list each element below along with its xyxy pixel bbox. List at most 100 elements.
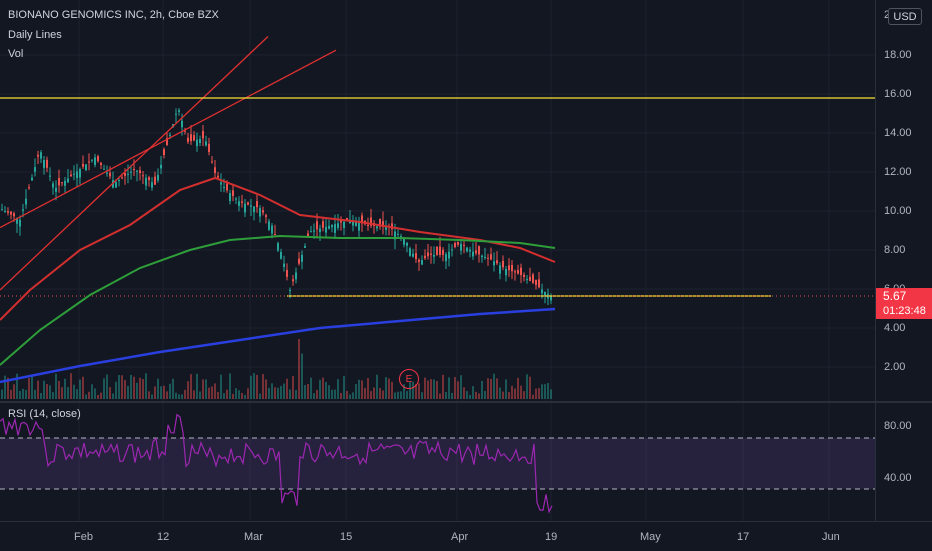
volume-bar [403, 384, 405, 399]
currency-button[interactable]: USD [888, 8, 922, 25]
candle-body [121, 177, 123, 179]
volume-bar [340, 392, 342, 399]
price-axis[interactable] [875, 0, 932, 401]
volume-bar [295, 390, 297, 399]
candle-body [250, 205, 252, 207]
volume-bar [385, 377, 387, 399]
candle-body [64, 180, 66, 186]
volume-bar [427, 380, 429, 399]
candle-body [82, 163, 84, 167]
volume-bar [430, 379, 432, 399]
candle-body [331, 225, 333, 228]
volume-bar [298, 338, 300, 399]
candle-body [433, 254, 435, 257]
volume-bar [10, 389, 12, 399]
rsi-chart-canvas[interactable] [0, 403, 875, 521]
candle-body [118, 180, 120, 182]
candle-body [157, 174, 159, 181]
volume-bar [268, 387, 270, 399]
candle-body [403, 238, 405, 245]
volume-bar [457, 381, 459, 399]
candle-body [445, 254, 447, 262]
volume-bar [322, 377, 324, 399]
volume-bar [202, 379, 204, 399]
volume-bar [418, 383, 420, 399]
volume-bar [463, 387, 465, 399]
volume-bar [400, 391, 402, 399]
volume-bar [541, 384, 543, 399]
volume-bar [487, 378, 489, 399]
volume-bar [304, 385, 306, 399]
candle-body [295, 272, 297, 280]
rsi-axis[interactable] [875, 403, 932, 521]
candle-body [514, 271, 516, 273]
volume-bar [163, 385, 165, 399]
candle-body [493, 261, 495, 266]
ma-blue-line [0, 307, 556, 384]
volume-bar [547, 383, 549, 399]
candle-body [208, 143, 210, 152]
candle-body [523, 274, 525, 277]
volume-bar [277, 387, 279, 399]
volume-bar [448, 377, 450, 399]
volume-bar [160, 386, 162, 399]
volume-bar [175, 392, 177, 399]
earnings-marker[interactable]: E [399, 369, 419, 389]
volume-bar [118, 375, 120, 399]
candle-body [43, 160, 45, 168]
volume-bar [355, 384, 357, 399]
volume-bar [112, 393, 114, 399]
symbol-legend[interactable]: BIONANO GENOMICS INC, 2h, Cboe BZX [8, 9, 219, 21]
volume-bar [349, 394, 351, 399]
candle-body [235, 198, 237, 200]
volume-bar [475, 391, 477, 399]
volume-bar [397, 391, 399, 399]
rsi-line [0, 413, 553, 514]
candle-body [355, 221, 357, 226]
ma-green-line [0, 234, 556, 366]
volume-bar [196, 373, 198, 399]
volume-bar [313, 393, 315, 399]
candle-body [352, 220, 354, 226]
candle-body [133, 168, 135, 170]
candle-body [55, 187, 57, 192]
volume-bar [442, 374, 444, 399]
volume-bar [466, 391, 468, 399]
rsi-pane[interactable] [0, 403, 875, 521]
time-tick: 15 [340, 531, 353, 543]
candle-body [70, 174, 72, 177]
candle-body [31, 177, 33, 181]
time-tick: 19 [545, 531, 558, 543]
volume-bar [394, 392, 396, 399]
rsi-legend[interactable]: RSI (14, close) [8, 408, 81, 420]
volume-bar [439, 393, 441, 399]
pane-divider[interactable] [0, 401, 932, 403]
channel-mid-line [0, 49, 337, 229]
candle-body [79, 169, 81, 178]
volume-bar [460, 375, 462, 399]
volume-legend[interactable]: Vol [8, 48, 24, 60]
volume-bar [550, 389, 552, 399]
volume-bar [331, 389, 333, 399]
volume-bar [22, 388, 24, 399]
volume-bar [37, 380, 39, 399]
volume-bar [376, 374, 378, 399]
time-axis[interactable] [0, 521, 932, 551]
volume-bar [211, 386, 213, 399]
volume-bar [31, 374, 33, 399]
candle-body [265, 215, 267, 217]
candle-body [106, 172, 108, 174]
candle-body [277, 243, 279, 251]
volume-bar [115, 381, 117, 399]
candle-body [211, 161, 213, 163]
candle-body [409, 248, 411, 256]
daily-lines-legend[interactable]: Daily Lines [8, 29, 62, 41]
candle-body [25, 198, 27, 205]
volume-bar [7, 377, 9, 399]
price-chart-canvas[interactable] [0, 0, 875, 401]
candle-body [304, 246, 306, 248]
price-pane[interactable] [0, 0, 875, 401]
candle-body [169, 134, 171, 136]
candle-body [496, 260, 498, 264]
